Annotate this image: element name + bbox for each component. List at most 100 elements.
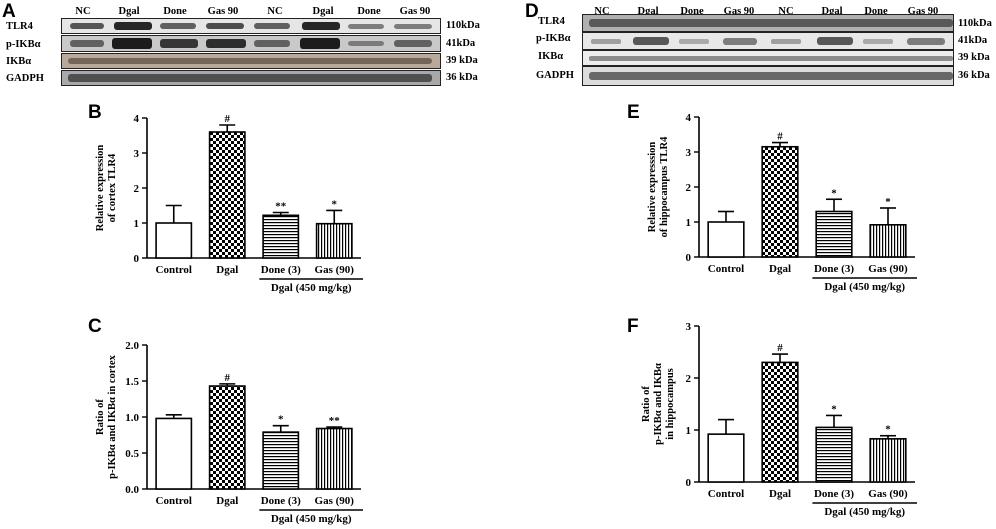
y-tick-label: 0.0 <box>125 484 139 496</box>
x-tick-label: Gas (90) <box>315 264 355 276</box>
y-tick-label: 2 <box>134 183 140 195</box>
y-axis-label: Relative expression <box>95 145 106 232</box>
molecular-weight-label: 110kDa <box>446 20 480 31</box>
x-tick-label: Control <box>708 488 744 500</box>
lane-label: NC <box>75 6 91 17</box>
x-tick-label: Dgal <box>769 488 791 500</box>
lane-label: NC <box>778 6 794 17</box>
panel-letter-c: C <box>88 316 102 337</box>
blot-row-label: p-IKBα <box>536 33 571 44</box>
molecular-weight-label: 36 kDa <box>446 72 478 83</box>
molecular-weight-label: 110kDa <box>958 18 992 29</box>
blot-row-label: TLR4 <box>6 21 33 32</box>
blot-strip <box>582 50 954 66</box>
group-label: Dgal (450 mg/kg) <box>271 282 352 294</box>
blot-row-label: p-IKBα <box>6 39 41 50</box>
y-axis-label: p-IKBα and IKBα <box>653 363 664 445</box>
x-tick-label: Done (3) <box>814 488 854 500</box>
blot-strip <box>582 32 954 50</box>
bar <box>869 438 907 483</box>
bar <box>761 145 799 258</box>
x-tick-label: Done (3) <box>261 495 301 507</box>
y-tick-label: 2.0 <box>125 340 139 352</box>
group-label: Dgal (450 mg/kg) <box>824 281 905 293</box>
significance-marker: ** <box>329 415 341 427</box>
lane-label: Dgal <box>312 6 334 17</box>
blot-strip <box>582 14 954 32</box>
y-axis-label: Ratio of <box>95 399 106 435</box>
blot-strip <box>61 70 441 86</box>
significance-marker: # <box>777 342 783 354</box>
x-tick-label: Gas (90) <box>868 488 908 500</box>
bar <box>208 131 246 259</box>
y-axis-label: in hippocampus <box>665 368 676 440</box>
molecular-weight-label: 39 kDa <box>958 52 990 63</box>
lane-label: Done <box>163 6 187 17</box>
bar <box>707 433 745 483</box>
y-tick-label: 1 <box>134 218 140 230</box>
y-tick-label: 1 <box>686 425 692 437</box>
significance-marker: * <box>831 403 837 415</box>
x-tick-label: Control <box>708 263 744 275</box>
molecular-weight-label: 41kDa <box>446 38 476 49</box>
lane-label: Dgal <box>637 6 659 17</box>
western-blot-a: NC Dgal Done Gas 90 NC Dgal Done Gas 90 … <box>0 0 520 90</box>
x-tick-label: Gas (90) <box>315 495 355 507</box>
y-tick-label: 2 <box>686 373 692 385</box>
y-axis-label: of cortex TLR4 <box>107 153 118 222</box>
bar <box>815 426 853 483</box>
y-tick-label: 3 <box>686 321 692 333</box>
y-tick-label: 1.0 <box>125 412 139 424</box>
significance-marker: ** <box>275 201 287 213</box>
panel-letter-e: E <box>627 102 640 123</box>
blot-strip <box>61 18 441 34</box>
bar <box>869 224 907 258</box>
x-tick-label: Dgal <box>216 495 238 507</box>
y-axis-label: p-IKBα and IKBα in cortex <box>107 354 118 478</box>
significance-marker: * <box>278 414 284 426</box>
y-axis-label: of hippocampus TLR4 <box>659 136 670 238</box>
lane-label: Gas 90 <box>399 6 431 17</box>
significance-marker: # <box>225 113 231 125</box>
significance-marker: * <box>831 187 837 199</box>
y-tick-label: 1 <box>686 217 692 229</box>
blot-strip <box>582 66 954 86</box>
blot-row-label: TLR4 <box>538 16 565 27</box>
x-tick-label: Control <box>156 495 192 507</box>
y-tick-label: 3 <box>686 147 692 159</box>
y-tick-label: 0 <box>686 477 692 489</box>
molecular-weight-label: 39 kDa <box>446 55 478 66</box>
y-tick-label: 0 <box>686 252 692 264</box>
blot-row-label: IKBα <box>538 51 564 62</box>
group-label: Dgal (450 mg/kg) <box>824 506 905 518</box>
significance-marker: * <box>885 196 891 208</box>
panel-letter-b: B <box>88 102 102 123</box>
x-tick-label: Done (3) <box>814 263 854 275</box>
x-tick-label: Dgal <box>216 264 238 276</box>
blot-row-label: GADPH <box>6 73 44 84</box>
y-axis-label: Relative expresssion <box>647 142 658 233</box>
y-tick-label: 4 <box>686 112 692 124</box>
lane-label: Gas 90 <box>207 6 239 17</box>
blot-row-label: GADPH <box>536 70 574 81</box>
significance-marker: # <box>225 372 231 384</box>
group-label: Dgal (450 mg/kg) <box>271 513 352 525</box>
lane-label: NC <box>594 6 610 17</box>
blot-row-label: IKBα <box>6 56 32 67</box>
lane-label: Done <box>680 6 704 17</box>
bar <box>155 222 193 259</box>
bar <box>315 427 353 490</box>
y-axis-label: Ratio of <box>641 386 652 422</box>
molecular-weight-label: 41kDa <box>958 35 988 46</box>
x-tick-label: Done (3) <box>261 264 301 276</box>
lane-label: Gas 90 <box>907 6 939 17</box>
panel-letter-a: A <box>2 1 16 22</box>
panel-letter-f: F <box>627 316 639 337</box>
y-tick-label: 3 <box>134 148 140 160</box>
lane-label: Dgal <box>821 6 843 17</box>
molecular-weight-label: 36 kDa <box>958 70 990 81</box>
panel-letter-d: D <box>525 1 539 22</box>
y-tick-label: 2 <box>686 182 692 194</box>
